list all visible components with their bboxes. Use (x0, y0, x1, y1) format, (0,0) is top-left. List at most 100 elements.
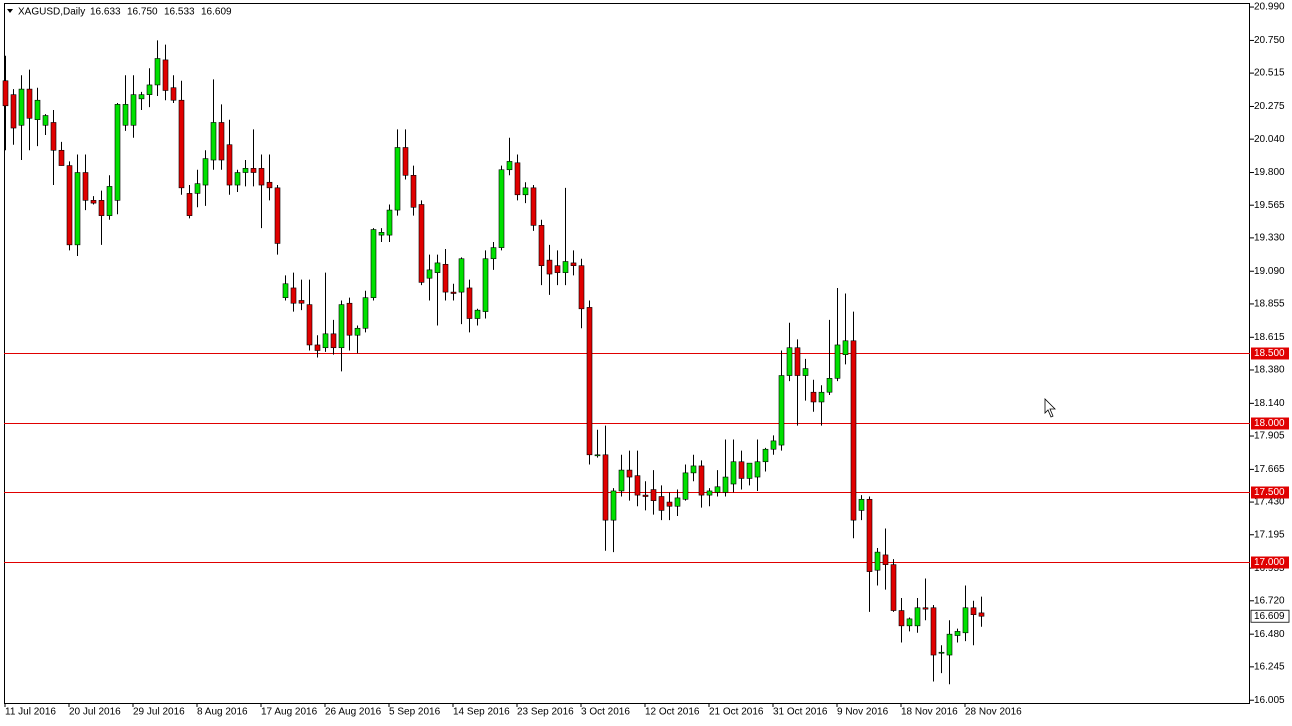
candle-body-up (42, 115, 49, 126)
candle-body-down (546, 259, 553, 275)
candle-body-up (338, 304, 345, 349)
candle-body-up (242, 168, 249, 173)
candle-body-down (266, 181, 273, 189)
candle-body-up (714, 486, 721, 493)
candle-body-down (290, 287, 297, 304)
candle-body-up (842, 340, 849, 355)
candle-body-up (458, 258, 465, 293)
candle-body-down (466, 287, 473, 319)
y-tick-label: 17.905 (1254, 431, 1285, 442)
candle-body-up (778, 375, 785, 446)
candle-body-up (426, 269, 433, 279)
x-tick-label: 11 Jul 2016 (5, 707, 56, 718)
candle-body-down (2, 80, 9, 107)
candle-body-down (442, 263, 449, 293)
x-tick-label: 31 Oct 2016 (773, 707, 828, 718)
candle-body-up (490, 247, 497, 260)
candle-body-down (26, 88, 33, 119)
candle-body-down (402, 147, 409, 176)
price-label: 16.609 (1254, 611, 1285, 622)
y-tick-label: 20.515 (1254, 68, 1285, 79)
level-label-box (1251, 417, 1289, 430)
candle-body-down (978, 612, 985, 617)
y-tick-label: 17.665 (1254, 464, 1285, 475)
y-tick-label: 20.275 (1254, 101, 1285, 112)
candle-body-up (394, 147, 401, 211)
x-tick-label: 29 Jul 2016 (133, 707, 185, 718)
candle-body-up (818, 391, 825, 403)
candle-body-up (354, 327, 361, 336)
candle-body-down (298, 300, 305, 304)
candle-body-up (370, 229, 377, 298)
level-label: 18.000 (1254, 418, 1285, 429)
candle-body-down (450, 291, 457, 294)
candle-body-down (850, 340, 857, 521)
candle-body-up (730, 461, 737, 485)
candle-body-up (954, 631, 961, 636)
candle-body-up (146, 84, 153, 95)
chart-title: XAGUSD,Daily (18, 7, 85, 18)
candle-body-up (130, 94, 137, 126)
y-tick-label: 18.140 (1254, 398, 1285, 409)
candle-body-up (562, 261, 569, 273)
y-tick-label: 16.720 (1254, 595, 1285, 606)
candle-body-down (970, 607, 977, 616)
candle-body-up (434, 262, 441, 273)
level-label: 17.000 (1254, 557, 1285, 568)
candle-body-down (650, 489, 657, 501)
x-tick-label: 9 Nov 2016 (837, 707, 889, 718)
candle-body-down (50, 122, 57, 151)
y-tick-label: 19.330 (1254, 233, 1285, 244)
candle-body-up (234, 172, 241, 186)
candle-body-up (106, 186, 113, 216)
candle-body-up (482, 258, 489, 312)
candle-body-down (626, 469, 633, 478)
candle-body-up (34, 99, 41, 120)
header-low: 16.533 (164, 7, 195, 18)
y-tick-label: 19.800 (1254, 167, 1285, 178)
header-close: 16.609 (201, 7, 232, 18)
x-tick-label: 18 Nov 2016 (901, 707, 958, 718)
y-tick-label: 18.615 (1254, 332, 1285, 343)
y-tick-label: 16.005 (1254, 695, 1285, 706)
candle-body-up (506, 161, 513, 171)
candle-body-up (674, 497, 681, 507)
candle-body-up (378, 232, 385, 236)
candle-body-up (386, 209, 393, 236)
candle-body-down (218, 122, 225, 161)
candle-body-up (114, 104, 121, 201)
y-tick-label: 19.565 (1254, 200, 1285, 211)
candle-body-up (18, 88, 25, 126)
x-tick-label: 17 Aug 2016 (261, 707, 318, 718)
candle-body-down (90, 200, 97, 204)
candle-body-down (930, 607, 937, 656)
candle-body-up (762, 448, 769, 463)
candle-body-up (610, 490, 617, 521)
candle-body-down (530, 187, 537, 226)
candle-body-down (698, 465, 705, 496)
candle-body-down (642, 494, 649, 497)
candle-body-down (570, 262, 577, 266)
mouse-cursor (1044, 398, 1056, 418)
candle-body-down (866, 498, 873, 572)
level-label-box (1251, 556, 1289, 569)
candle-body-down (634, 475, 641, 496)
candle-body-down (738, 461, 745, 479)
menu-triangle[interactable] (7, 9, 13, 13)
candle-body-up (914, 607, 921, 627)
candle-body-down (250, 168, 257, 173)
candle-body-up (946, 633, 953, 656)
y-tick-label: 16.480 (1254, 629, 1285, 640)
level-label-box (1251, 486, 1289, 499)
level-label-box (1251, 347, 1289, 360)
candle-body-down (810, 391, 817, 403)
candle-body-down (226, 144, 233, 186)
y-tick-label: 20.990 (1254, 2, 1285, 13)
candle-body-up (522, 187, 529, 196)
x-tick-label: 8 Aug 2016 (197, 707, 248, 718)
level-label: 17.500 (1254, 487, 1285, 498)
x-tick-label: 21 Oct 2016 (709, 707, 764, 718)
